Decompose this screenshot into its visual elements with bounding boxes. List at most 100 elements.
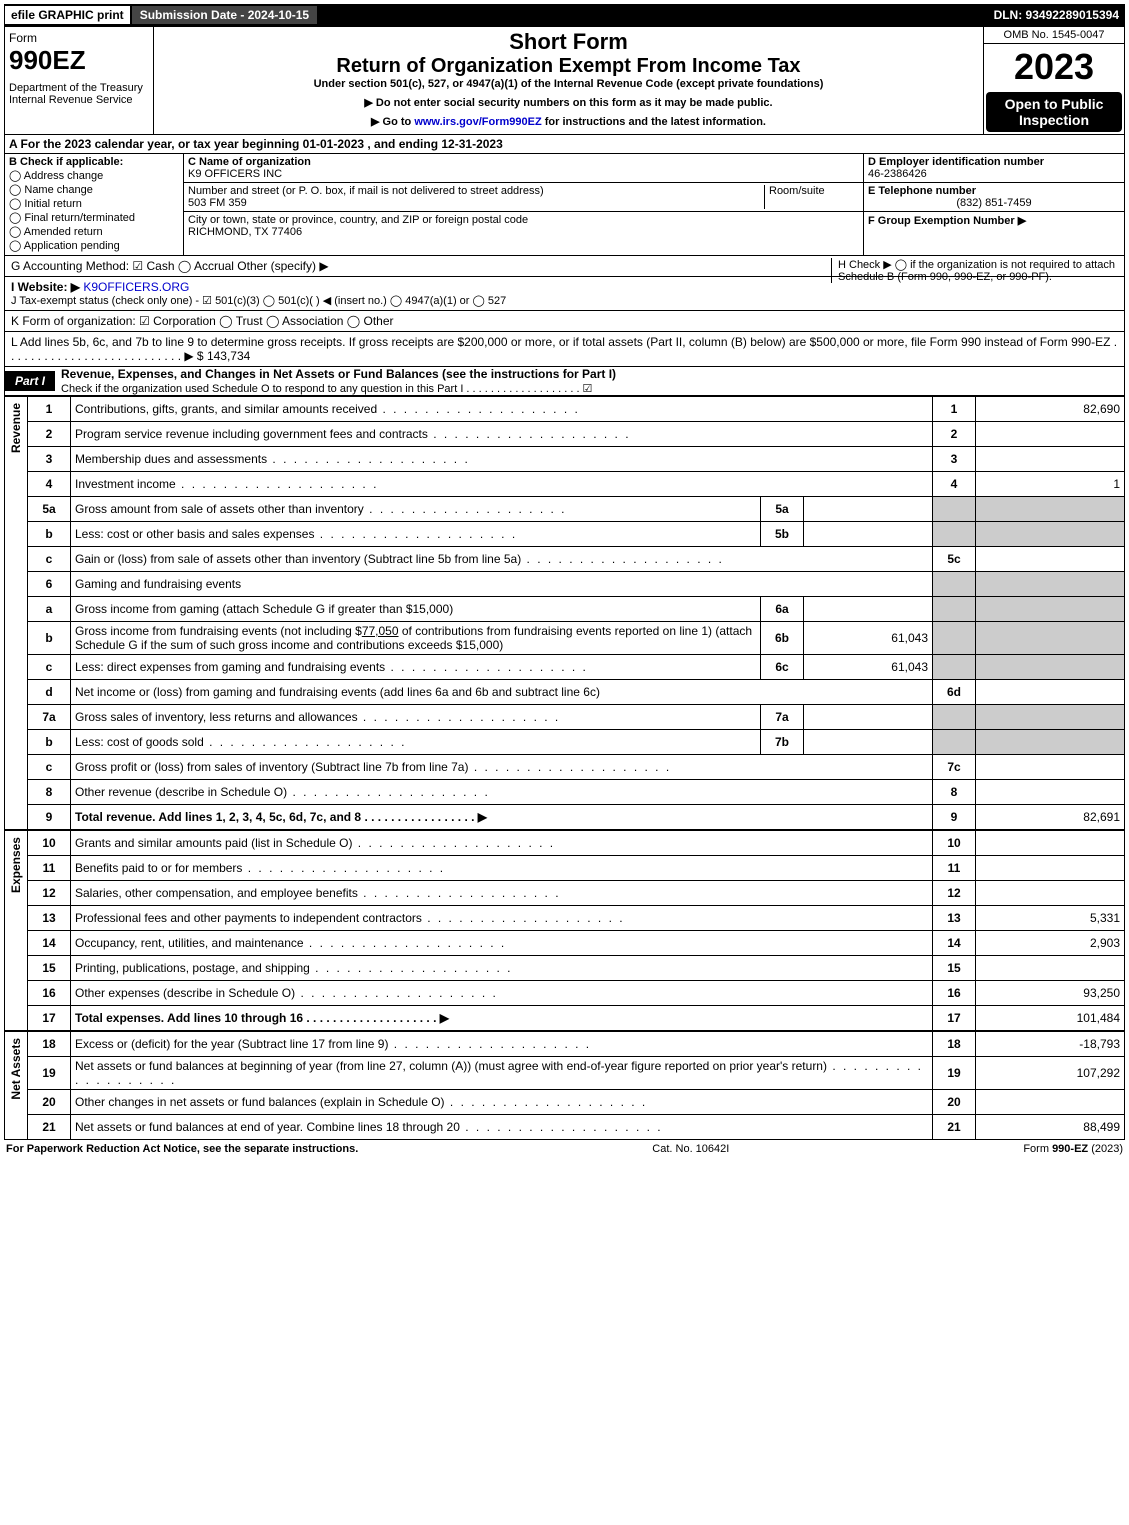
table-row: 16Other expenses (describe in Schedule O… bbox=[28, 981, 1125, 1006]
form-bold: 990-EZ bbox=[1052, 1143, 1088, 1155]
e-label: E Telephone number bbox=[868, 185, 976, 197]
page-footer: For Paperwork Reduction Act Notice, see … bbox=[4, 1140, 1125, 1158]
l6b-pre: Gross income from fundraising events (no… bbox=[75, 624, 362, 638]
part1-header: Part I Revenue, Expenses, and Changes in… bbox=[4, 367, 1125, 396]
table-row: 3Membership dues and assessments3 bbox=[28, 447, 1125, 472]
section-i-j: I Website: ▶ K9OFFICERS.ORG J Tax-exempt… bbox=[4, 277, 1125, 311]
d-row: D Employer identification number 46-2386… bbox=[864, 154, 1124, 183]
c-street-row: Number and street (or P. O. box, if mail… bbox=[184, 183, 863, 212]
c-name-row: C Name of organization K9 OFFICERS INC bbox=[184, 154, 863, 183]
table-row: 15Printing, publications, postage, and s… bbox=[28, 956, 1125, 981]
c-name-label: C Name of organization bbox=[188, 156, 311, 168]
part1-desc-text: Revenue, Expenses, and Changes in Net As… bbox=[61, 367, 616, 381]
table-row: 14Occupancy, rent, utilities, and mainte… bbox=[28, 931, 1125, 956]
goto-note: ▶ Go to www.irs.gov/Form990EZ for instru… bbox=[160, 115, 977, 128]
org-name: K9 OFFICERS INC bbox=[188, 168, 282, 180]
table-row: bLess: cost or other basis and sales exp… bbox=[28, 522, 1125, 547]
table-row: cLess: direct expenses from gaming and f… bbox=[28, 655, 1125, 680]
form-header-center: Short Form Return of Organization Exempt… bbox=[154, 27, 983, 134]
section-g-h: G Accounting Method: ☑ Cash ◯ Accrual Ot… bbox=[4, 256, 1125, 277]
table-row: bGross income from fundraising events (n… bbox=[28, 622, 1125, 655]
c-city-label: City or town, state or province, country… bbox=[188, 214, 528, 226]
chk-amended-return[interactable]: ◯ Amended return bbox=[9, 225, 179, 238]
l-text: L Add lines 5b, 6c, and 7b to line 9 to … bbox=[11, 335, 1117, 363]
form-footer-label: Form 990-EZ (2023) bbox=[1023, 1143, 1123, 1155]
paperwork-notice: For Paperwork Reduction Act Notice, see … bbox=[6, 1143, 358, 1155]
table-row: aGross income from gaming (attach Schedu… bbox=[28, 597, 1125, 622]
ein-value: 46-2386426 bbox=[868, 168, 927, 180]
form-word: Form bbox=[9, 31, 149, 45]
chk-address-change[interactable]: ◯ Address change bbox=[9, 169, 179, 182]
form-header-right: OMB No. 1545-0047 2023 Open to Public In… bbox=[983, 27, 1124, 134]
form-pre: Form bbox=[1023, 1143, 1052, 1155]
part1-label: Part I bbox=[5, 371, 55, 391]
b-title: B Check if applicable: bbox=[9, 156, 179, 168]
table-row: bLess: cost of goods sold7b bbox=[28, 730, 1125, 755]
section-b-through-f: B Check if applicable: ◯ Address change … bbox=[4, 154, 1125, 256]
form-header-left: Form 990EZ Department of the Treasury In… bbox=[5, 27, 154, 134]
column-def: D Employer identification number 46-2386… bbox=[863, 154, 1124, 255]
table-row: cGross profit or (loss) from sales of in… bbox=[28, 755, 1125, 780]
table-row: 5aGross amount from sale of assets other… bbox=[28, 497, 1125, 522]
chk-initial-return[interactable]: ◯ Initial return bbox=[9, 197, 179, 210]
expenses-section: Expenses 10Grants and similar amounts pa… bbox=[4, 830, 1125, 1031]
irs-link[interactable]: www.irs.gov/Form990EZ bbox=[414, 116, 541, 128]
table-row: 10Grants and similar amounts paid (list … bbox=[28, 831, 1125, 856]
cat-number: Cat. No. 10642I bbox=[652, 1143, 729, 1155]
f-label: F Group Exemption Number ▶ bbox=[868, 215, 1026, 227]
row-j: J Tax-exempt status (check only one) - ☑… bbox=[11, 294, 1118, 307]
d-label: D Employer identification number bbox=[868, 156, 1044, 168]
c-street-label: Number and street (or P. O. box, if mail… bbox=[188, 185, 544, 197]
table-row: 11Benefits paid to or for members11 bbox=[28, 856, 1125, 881]
table-row: 8Other revenue (describe in Schedule O)8 bbox=[28, 780, 1125, 805]
goto-post: for instructions and the latest informat… bbox=[542, 116, 766, 128]
table-row: 20Other changes in net assets or fund ba… bbox=[28, 1090, 1125, 1115]
table-row: 7aGross sales of inventory, less returns… bbox=[28, 705, 1125, 730]
chk-label: Initial return bbox=[24, 198, 81, 210]
column-b: B Check if applicable: ◯ Address change … bbox=[5, 154, 184, 255]
chk-final-return[interactable]: ◯ Final return/terminated bbox=[9, 211, 179, 224]
table-row: 18Excess or (deficit) for the year (Subt… bbox=[28, 1032, 1125, 1057]
table-row: 6Gaming and fundraising events bbox=[28, 572, 1125, 597]
revenue-side-label: Revenue bbox=[4, 396, 27, 830]
open-inspection-badge: Open to Public Inspection bbox=[986, 92, 1122, 132]
expenses-side-label: Expenses bbox=[4, 830, 27, 1031]
form-number: 990EZ bbox=[9, 45, 149, 76]
net-assets-table: 18Excess or (deficit) for the year (Subt… bbox=[27, 1031, 1125, 1140]
chk-label: Name change bbox=[24, 184, 93, 196]
table-row: 12Salaries, other compensation, and empl… bbox=[28, 881, 1125, 906]
chk-application-pending[interactable]: ◯ Application pending bbox=[9, 239, 179, 252]
website-link[interactable]: K9OFFICERS.ORG bbox=[83, 280, 189, 294]
f-row: F Group Exemption Number ▶ bbox=[864, 212, 1124, 229]
goto-pre: ▶ Go to bbox=[371, 116, 414, 128]
chk-label: Amended return bbox=[24, 226, 103, 238]
short-form-title: Short Form bbox=[160, 29, 977, 55]
row-a-tax-year: A For the 2023 calendar year, or tax yea… bbox=[4, 135, 1125, 154]
tax-year: 2023 bbox=[984, 44, 1124, 90]
part1-check-text: Check if the organization used Schedule … bbox=[61, 383, 592, 395]
room-suite-label: Room/suite bbox=[764, 185, 859, 209]
telephone-value: (832) 851-7459 bbox=[868, 197, 1120, 209]
revenue-table: 1Contributions, gifts, grants, and simil… bbox=[27, 396, 1125, 830]
chk-label: Final return/terminated bbox=[24, 212, 135, 224]
table-row: cGain or (loss) from sale of assets othe… bbox=[28, 547, 1125, 572]
department-label: Department of the Treasury Internal Reve… bbox=[9, 82, 149, 106]
table-row: 1Contributions, gifts, grants, and simil… bbox=[28, 397, 1125, 422]
ssn-warning: ▶ Do not enter social security numbers o… bbox=[160, 96, 977, 109]
net-assets-side-label: Net Assets bbox=[4, 1031, 27, 1140]
dln-label: DLN: 93492289015394 bbox=[994, 8, 1125, 22]
chk-name-change[interactable]: ◯ Name change bbox=[9, 183, 179, 196]
table-row: 17Total expenses. Add lines 10 through 1… bbox=[28, 1006, 1125, 1031]
table-row: dNet income or (loss) from gaming and fu… bbox=[28, 680, 1125, 705]
top-bar: efile GRAPHIC print Submission Date - 20… bbox=[4, 4, 1125, 26]
form-post: (2023) bbox=[1088, 1143, 1123, 1155]
chk-label: Address change bbox=[24, 170, 104, 182]
i-label: I Website: ▶ bbox=[11, 280, 80, 294]
submission-date: Submission Date - 2024-10-15 bbox=[131, 5, 318, 25]
e-row: E Telephone number (832) 851-7459 bbox=[864, 183, 1124, 212]
form-header: Form 990EZ Department of the Treasury In… bbox=[4, 26, 1125, 135]
table-row: 13Professional fees and other payments t… bbox=[28, 906, 1125, 931]
table-row: 4Investment income41 bbox=[28, 472, 1125, 497]
l6b-amt: 77,050 bbox=[362, 624, 399, 638]
row-i: I Website: ▶ K9OFFICERS.ORG bbox=[11, 280, 1118, 294]
